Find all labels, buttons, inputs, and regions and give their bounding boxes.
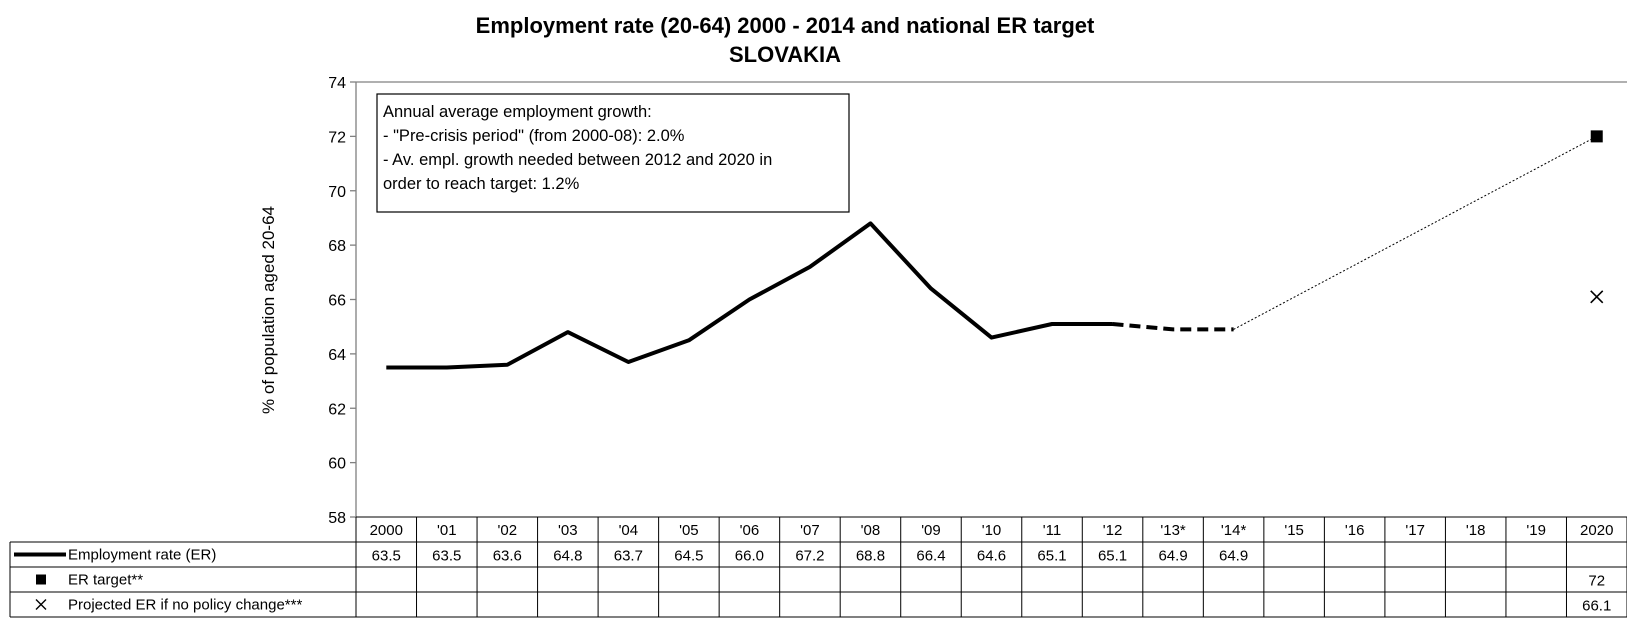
annotation-line: - Av. empl. growth needed between 2012 a… (383, 151, 772, 169)
data-label: 72 (1588, 573, 1605, 590)
y-tick-label: 70 (328, 184, 346, 201)
legend-label: Projected ER if no policy change*** (68, 597, 302, 614)
x-tick-label: '06 (740, 522, 760, 539)
er-line-projected (1112, 322, 1234, 332)
data-label: 63.6 (493, 548, 522, 565)
er-line-actual (386, 221, 1113, 370)
y-tick-label: 64 (328, 347, 346, 364)
growth-annotation: Annual average employment growth: - "Pre-… (376, 93, 850, 213)
annotation-box (376, 93, 850, 213)
x-tick-label: 2000 (370, 522, 403, 539)
x-tick-label: '17 (1405, 522, 1425, 539)
x-tick-label: '12 (1103, 522, 1123, 539)
legend-key-x (35, 599, 47, 610)
data-label: 63.7 (614, 548, 643, 565)
annotation-line: Annual average employment growth: (383, 103, 652, 121)
data-label: 64.9 (1219, 548, 1248, 565)
plot-area: 58 60 62 64 66 68 70 72 74 (328, 75, 1627, 527)
data-label: 63.5 (432, 548, 461, 565)
data-label: 64.8 (553, 548, 582, 565)
x-tick-label: 2020 (1580, 522, 1613, 539)
data-label: 65.1 (1037, 548, 1066, 565)
x-tick-label: '08 (861, 522, 881, 539)
data-label: 68.8 (856, 548, 885, 565)
data-label: 64.5 (674, 548, 703, 565)
x-tick-label: '14* (1221, 522, 1247, 539)
data-label: 64.6 (977, 548, 1006, 565)
legend-label: ER target** (68, 572, 143, 589)
x-tick-label: '02 (498, 522, 518, 539)
x-tick-label: '18 (1466, 522, 1486, 539)
data-table: 2000 '01 '02 '03 '04 '05 '06 '07 '08 '09 '10 '11 '12… (9, 516, 1627, 618)
er-target-marker (1590, 130, 1603, 143)
y-tick-label: 62 (328, 401, 346, 418)
data-label: 64.9 (1158, 548, 1187, 565)
chart-subtitle: SLOVAKIA (729, 42, 841, 67)
data-label: 66.1 (1582, 598, 1611, 615)
legend-label: Employment rate (ER) (68, 547, 216, 564)
y-tick-label: 66 (328, 293, 346, 310)
data-label: 66.0 (735, 548, 764, 565)
x-tick-label: '13* (1160, 522, 1186, 539)
data-label: 66.4 (916, 548, 945, 565)
data-label: 63.5 (372, 548, 401, 565)
x-tick-label: '19 (1526, 522, 1546, 539)
x-tick-label: '16 (1345, 522, 1365, 539)
annotation-line: order to reach target: 1.2% (383, 175, 580, 193)
annotation-line: - "Pre-crisis period" (from 2000-08): 2.… (383, 127, 685, 145)
data-label: 67.2 (795, 548, 824, 565)
y-tick-label: 72 (328, 129, 346, 146)
target-trajectory-line (1233, 135, 1597, 330)
x-tick-label: '04 (619, 522, 639, 539)
x-tick-label: '01 (437, 522, 457, 539)
y-tick-label: 60 (328, 456, 346, 473)
y-tick-label: 74 (328, 75, 346, 92)
x-tick-label: '05 (679, 522, 699, 539)
legend-key-square (36, 574, 46, 585)
y-tick-label: 58 (328, 510, 346, 527)
x-tick-label: '09 (921, 522, 941, 539)
projected-er-marker (1590, 290, 1604, 304)
x-tick-label: '15 (1284, 522, 1304, 539)
data-label: 65.1 (1098, 548, 1127, 565)
x-tick-label: '07 (800, 522, 820, 539)
x-tick-label: '03 (558, 522, 578, 539)
x-tick-label: '10 (982, 522, 1002, 539)
x-tick-label: '11 (1043, 522, 1061, 539)
y-tick-label: 68 (328, 238, 346, 255)
chart-title: Employment rate (20-64) 2000 - 2014 and … (476, 13, 1095, 38)
y-axis-label: % of population aged 20-64 (259, 206, 278, 414)
